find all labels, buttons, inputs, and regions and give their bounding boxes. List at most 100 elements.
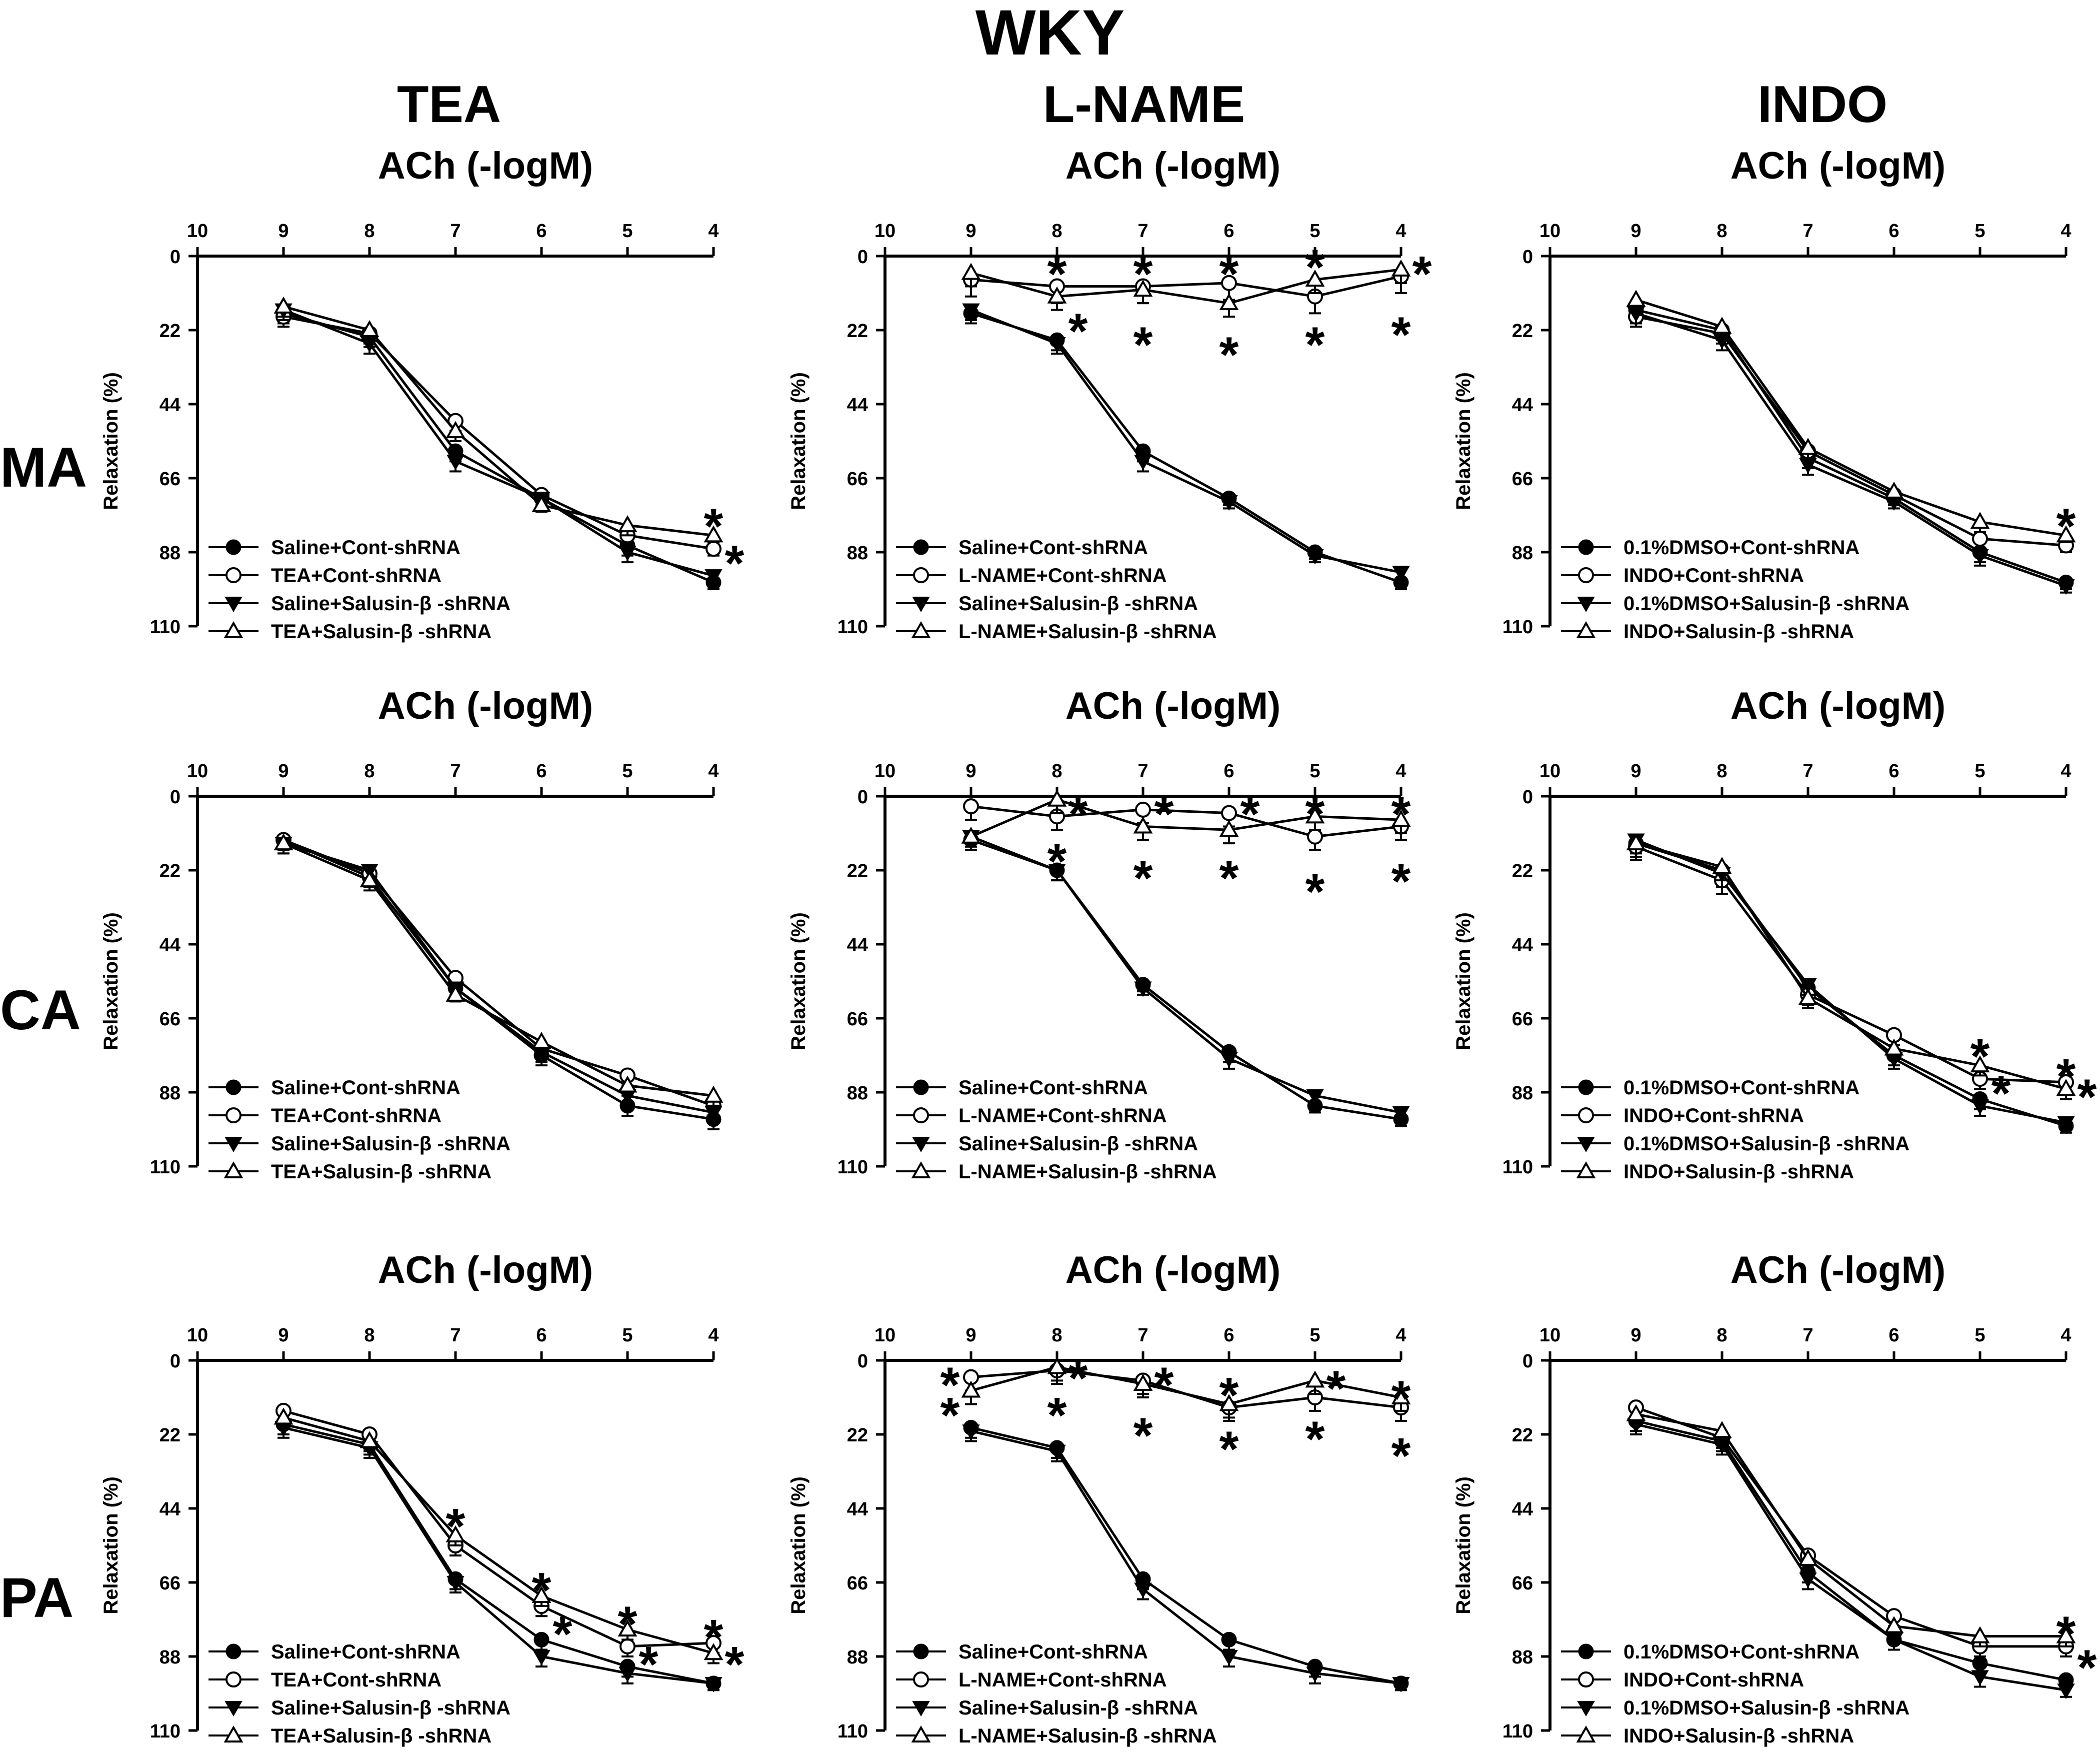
significance-star: * — [1392, 854, 1411, 910]
y-tick-label: 66 — [847, 469, 868, 490]
significance-star: * — [1220, 246, 1239, 302]
legend-label: INDO+Salusin-β -shRNA — [1624, 1725, 1854, 1747]
legend-marker — [912, 1137, 930, 1153]
data-point — [1134, 1582, 1152, 1598]
data-point — [1134, 981, 1152, 997]
series-line — [1636, 1419, 2066, 1681]
legend-marker — [1577, 1701, 1595, 1717]
series-line — [970, 309, 1402, 574]
y-tick-label: 110 — [1502, 617, 1533, 638]
significance-star: * — [704, 499, 724, 555]
data-point — [1220, 495, 1238, 511]
data-point — [1884, 1616, 1904, 1633]
series-line — [1636, 842, 2066, 1090]
series-line — [283, 1423, 714, 1685]
data-point — [446, 1525, 466, 1542]
series-line — [1636, 315, 2066, 547]
legend-label: 0.1%DMSO+Salusin-β -shRNA — [1624, 1697, 1910, 1719]
significance-star: * — [1048, 1387, 1067, 1443]
y-tick-label: 88 — [160, 543, 180, 564]
x-tick-label: 6 — [1888, 1325, 1899, 1346]
significance-star: * — [1068, 786, 1088, 842]
y-tick-label: 88 — [847, 543, 868, 564]
x-tick-label: 10 — [874, 1325, 896, 1346]
chart-panel-pa-tea: ACh (-logM) 10 9 8 7 6 5 4 0 22 44 66 88 110 Relaxatio… — [100, 1249, 744, 1747]
data-point — [1135, 801, 1151, 818]
significance-star: * — [1412, 246, 1432, 302]
data-point — [274, 833, 294, 851]
data-point — [1970, 1055, 1990, 1073]
series-line — [283, 842, 714, 1097]
y-tick-label: 88 — [160, 1647, 180, 1668]
data-point — [1306, 1089, 1324, 1105]
x-tick-label: 8 — [364, 761, 374, 782]
y-tick-label: 88 — [1512, 1083, 1533, 1104]
x-tick-label: 8 — [1052, 221, 1062, 242]
data-point — [1391, 810, 1411, 827]
significance-star: * — [1048, 246, 1067, 302]
legend-marker — [913, 1079, 929, 1095]
series-1 — [1628, 838, 2074, 1093]
legend-label: Saline+Cont-shRNA — [271, 537, 460, 559]
y-tick-label: 0 — [858, 247, 868, 268]
significance-star: * — [1392, 1428, 1411, 1484]
x-tick-label: 4 — [708, 221, 718, 242]
data-point — [1970, 512, 1990, 529]
y-tick-label: 44 — [847, 1499, 868, 1520]
x-tick-label: 6 — [1224, 761, 1234, 782]
data-point — [618, 1075, 638, 1093]
data-point — [1306, 1666, 1324, 1682]
series-line — [1636, 299, 2066, 537]
data-point — [1798, 1548, 1818, 1566]
significance-star: * — [1134, 317, 1153, 373]
legend-label: L-NAME+Salusin-β -shRNA — [958, 1725, 1217, 1747]
data-point — [360, 320, 380, 337]
data-point — [962, 303, 980, 319]
x-tick-label: 5 — [1310, 221, 1320, 242]
x-tick-label: 6 — [536, 761, 546, 782]
chart-title: ACh (-logM) — [1066, 1249, 1281, 1291]
legend-marker — [1577, 597, 1595, 613]
significance-star: * — [1992, 1066, 2011, 1122]
series-line — [970, 1426, 1402, 1685]
x-tick-label: 7 — [450, 761, 460, 782]
y-tick-label: 44 — [1512, 935, 1533, 956]
column-header-tea: TEA — [397, 76, 501, 134]
significance-star: * — [725, 1636, 744, 1692]
legend-label: 0.1%DMSO+Cont-shRNA — [1624, 537, 1860, 559]
legend-label: TEA+Cont-shRNA — [271, 1669, 442, 1691]
y-axis-label: Relaxation (%) — [100, 372, 122, 510]
y-tick-label: 88 — [847, 1083, 868, 1104]
significance-star: * — [1068, 304, 1088, 360]
data-point — [1799, 978, 1817, 994]
y-tick-label: 22 — [847, 321, 868, 342]
legend-marker — [911, 621, 931, 638]
series-3 — [961, 789, 1411, 851]
series-line — [1636, 309, 2066, 584]
y-tick-label: 44 — [160, 1499, 180, 1520]
chart-title: ACh (-logM) — [378, 685, 594, 727]
series-line — [1636, 839, 2066, 1124]
series-line — [1636, 312, 2066, 587]
x-tick-label: 5 — [1974, 1325, 1985, 1346]
data-point — [1626, 290, 1646, 307]
data-point — [1133, 280, 1153, 297]
series-1 — [276, 832, 722, 1117]
data-point — [1305, 806, 1325, 824]
significance-star: * — [618, 1596, 638, 1652]
data-point — [1048, 337, 1066, 353]
y-tick-label: 22 — [847, 861, 868, 882]
y-tick-label: 66 — [1512, 1009, 1533, 1030]
chart-panel-ma-tea: ACh (-logM) 10 9 8 7 6 5 4 0 22 44 66 88 110 Relaxatio… — [100, 145, 744, 643]
significance-star: * — [2056, 1049, 2076, 1105]
data-point — [532, 1032, 552, 1049]
x-tick-label: 6 — [1888, 221, 1899, 242]
significance-star: * — [1134, 246, 1153, 302]
legend-label: TEA+Cont-shRNA — [271, 1105, 442, 1127]
data-point — [1219, 1394, 1239, 1411]
significance-star: * — [2078, 1069, 2097, 1125]
legend-marker — [1578, 567, 1594, 583]
significance-star: * — [1306, 864, 1325, 920]
legend-label: L-NAME+Salusin-β -shRNA — [958, 621, 1217, 643]
series-line — [970, 1365, 1402, 1406]
